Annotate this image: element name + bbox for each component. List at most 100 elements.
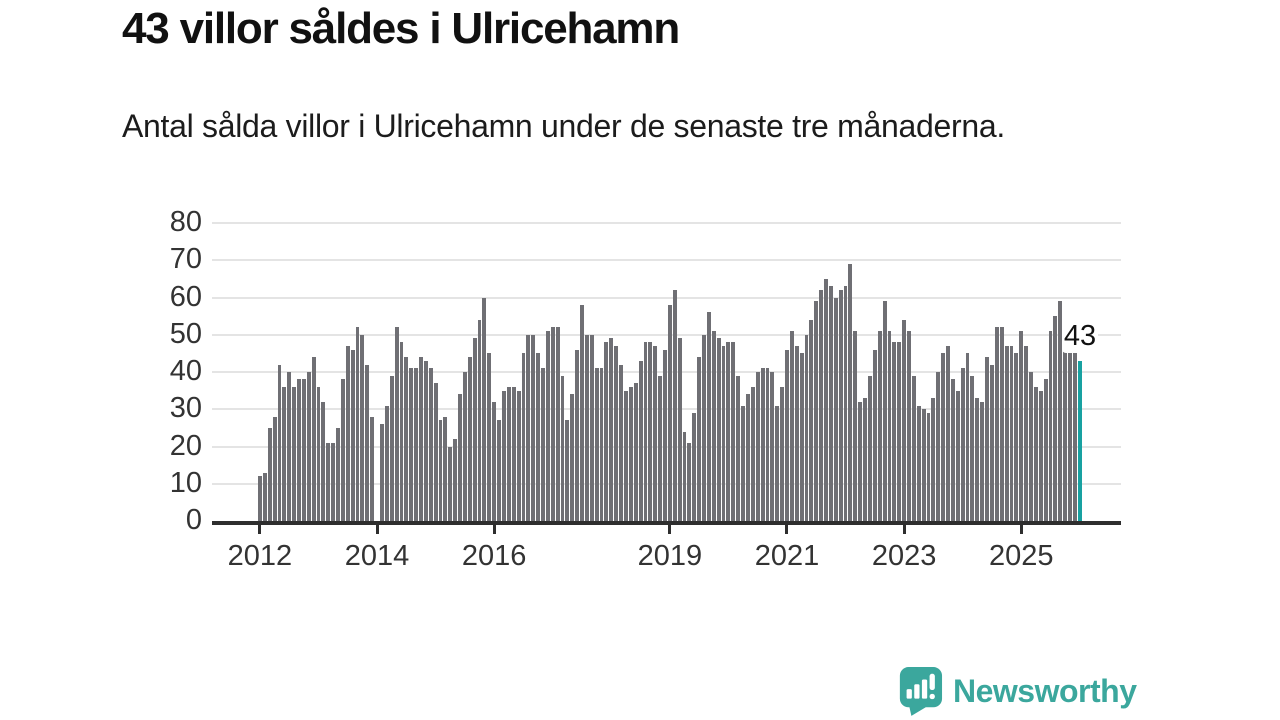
- bar: [301, 379, 306, 521]
- x-axis-label: 2025: [988, 540, 1054, 572]
- bar: [667, 304, 672, 521]
- bar: [633, 383, 638, 521]
- bar: [423, 360, 428, 521]
- bar: [985, 357, 989, 521]
- bar: [384, 405, 389, 521]
- y-axis-label: 70: [169, 243, 202, 276]
- bar: [438, 420, 443, 521]
- x-axis-tick: [785, 525, 789, 534]
- bar: [497, 420, 501, 521]
- brand-footer: Newsworthy: [897, 665, 1137, 717]
- bar: [1043, 379, 1048, 521]
- bar: [975, 398, 980, 521]
- bar: [994, 327, 999, 521]
- bar: [687, 442, 692, 521]
- bar: [1072, 349, 1077, 521]
- bar: [731, 342, 736, 521]
- bar: [565, 420, 570, 521]
- bar: [672, 290, 677, 521]
- bar: [443, 416, 448, 521]
- bar: [433, 383, 438, 521]
- bar: [1053, 316, 1058, 521]
- bar: [770, 372, 775, 521]
- bar: [262, 472, 267, 521]
- bar: [472, 338, 477, 521]
- bar: [545, 331, 550, 521]
- y-axis-label: 0: [185, 504, 202, 536]
- bar: [453, 439, 458, 521]
- bar: [419, 357, 423, 521]
- bar: [955, 390, 960, 521]
- gridline-70: [212, 259, 1121, 262]
- bar: [516, 390, 521, 521]
- bar: [1019, 331, 1024, 521]
- bar: [370, 416, 375, 521]
- bar: [965, 353, 970, 521]
- x-axis-label: 2014: [344, 540, 410, 572]
- bar: [775, 405, 780, 521]
- bar: [814, 301, 819, 521]
- chart-subtitle: Antal sålda villor i Ulricehamn under de…: [122, 108, 1005, 144]
- x-axis-tick: [1019, 525, 1023, 534]
- bar: [785, 349, 789, 521]
- bar: [331, 442, 336, 521]
- bar: [541, 368, 545, 521]
- bar: [638, 360, 643, 521]
- bar: [531, 334, 536, 521]
- bar: [853, 331, 858, 521]
- bar: [999, 327, 1004, 521]
- x-axis-tick: [492, 525, 496, 534]
- bar: [911, 375, 916, 521]
- bar: [306, 372, 311, 521]
- bar: [750, 386, 755, 521]
- y-axis-label: 10: [169, 466, 202, 499]
- bar: [345, 345, 350, 521]
- bar: [838, 290, 843, 521]
- x-axis-tick: [375, 525, 379, 534]
- bar: [414, 368, 419, 521]
- bar: [409, 368, 414, 521]
- bar: [287, 372, 292, 521]
- bar: [804, 334, 809, 521]
- bar: [467, 357, 472, 521]
- y-axis-label: 30: [169, 392, 202, 425]
- bar: [833, 297, 838, 521]
- bar: [326, 442, 331, 521]
- bar: [477, 319, 482, 521]
- bar: [272, 416, 277, 521]
- bar: [970, 375, 975, 521]
- bar: [521, 353, 526, 521]
- bar: [1033, 386, 1038, 521]
- bar: [990, 364, 994, 521]
- bar: [502, 390, 506, 521]
- bar: [428, 368, 433, 521]
- bar: [1004, 345, 1009, 521]
- x-axis-label: 2019: [637, 540, 703, 572]
- bar: [794, 345, 799, 521]
- bar: [336, 427, 340, 521]
- newsworthy-logo-icon: [899, 667, 943, 716]
- bar: [482, 297, 487, 521]
- bar: [946, 345, 950, 521]
- bar: [872, 349, 877, 521]
- bar: [282, 386, 287, 521]
- bar: [960, 368, 965, 521]
- x-axis-label: 2012: [227, 540, 293, 572]
- bar: [1068, 345, 1072, 521]
- bar: [643, 342, 648, 521]
- bar: [1048, 331, 1053, 521]
- bar: [706, 312, 711, 521]
- bar: [1009, 345, 1014, 521]
- bar: [570, 394, 575, 521]
- bar: [506, 386, 511, 521]
- bar: [721, 345, 726, 521]
- bar: [297, 379, 301, 521]
- gridline-80: [212, 222, 1121, 224]
- bar: [902, 319, 907, 521]
- bar: [526, 334, 531, 521]
- bar: [677, 338, 682, 521]
- x-axis-label: 2016: [461, 540, 527, 572]
- page-title: 43 villor såldes i Ulricehamn: [122, 4, 680, 53]
- x-axis-tick: [258, 525, 262, 534]
- bar: [780, 386, 785, 521]
